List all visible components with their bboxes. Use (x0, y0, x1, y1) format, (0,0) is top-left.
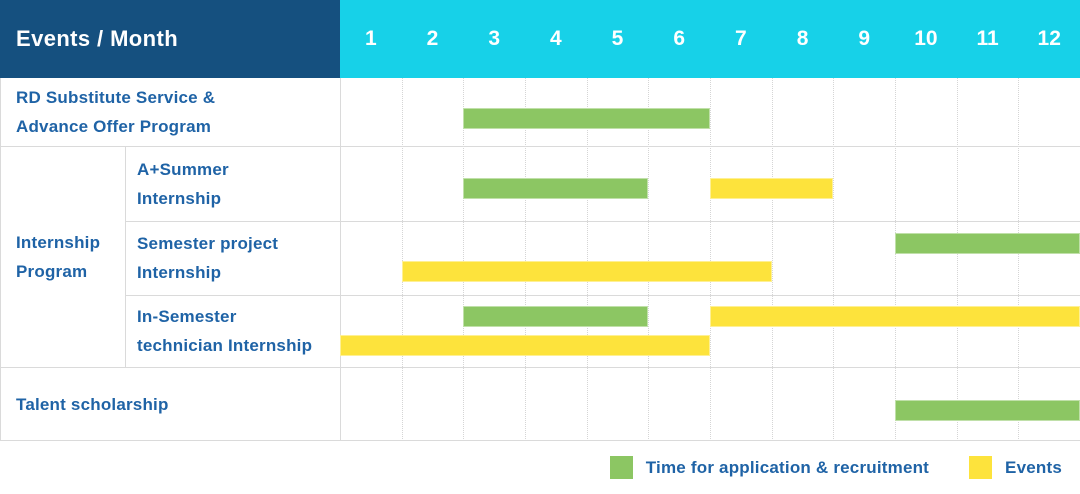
label-chart-divider (340, 78, 341, 441)
month-gridline (401, 78, 403, 441)
row-label: A+Summer Internship (137, 159, 229, 208)
row-label: In-Semester technician Internship (137, 307, 313, 355)
gantt-bar-yellow (401, 261, 772, 282)
legend-swatch-events-icon (969, 456, 993, 479)
month-gridline (1018, 78, 1020, 441)
month-header-10: 10 (914, 27, 938, 50)
month-header-7: 7 (735, 27, 747, 50)
month-gridline (710, 78, 711, 441)
month-gridline (771, 78, 773, 441)
subcolumn-divider (125, 146, 126, 367)
month-header-row: 1 2 3 4 5 6 7 8 9 10 11 12 (340, 0, 1080, 78)
month-gridline (833, 78, 835, 441)
gantt-bar-yellow (340, 335, 710, 356)
legend-swatch-application-icon (609, 456, 633, 479)
gantt-bar-green (895, 400, 1080, 421)
row-label: RD Substitute Service & Advance Offer Pr… (16, 88, 216, 136)
table-left-border (0, 78, 1, 441)
month-gridline (956, 78, 958, 441)
month-header-8: 8 (796, 27, 809, 50)
header-events-month-cell: Events / Month (0, 0, 340, 78)
row-label: Talent scholarship (16, 394, 169, 414)
legend-label-events: Events (1005, 457, 1062, 477)
month-gridline (648, 78, 650, 441)
month-gridline (586, 78, 588, 441)
header-title: Events / Month (16, 26, 179, 51)
month-gridline (525, 78, 526, 441)
month-header-5: 5 (611, 27, 624, 50)
row-border (0, 146, 1080, 147)
gantt-bar-green (463, 306, 649, 327)
legend: Time for application & recruitment Event… (0, 441, 1080, 494)
month-gridline (895, 78, 896, 441)
gantt-bar-green (895, 233, 1080, 254)
row-border (0, 367, 1080, 368)
month-header-1: 1 (364, 27, 377, 50)
row-label-internship-program: Internship Program (16, 232, 101, 281)
month-header-3: 3 (488, 27, 501, 50)
row-border (125, 295, 1080, 296)
row-label: Semester project Internship (137, 234, 279, 282)
legend-label-application: Time for application & recruitment (645, 457, 930, 477)
month-header-12: 12 (1037, 27, 1061, 50)
month-header-9: 9 (858, 27, 871, 50)
row-border (125, 221, 1080, 222)
gantt-bar-yellow (710, 178, 834, 199)
month-header-4: 4 (550, 27, 562, 50)
month-header-6: 6 (673, 27, 686, 50)
gantt-bar-yellow (710, 306, 1080, 327)
month-gridline (463, 78, 465, 441)
gantt-bar-green (463, 108, 710, 129)
gantt-bar-green (463, 178, 649, 199)
month-header-11: 11 (976, 27, 999, 50)
row-border (0, 440, 1080, 441)
month-header-2: 2 (426, 27, 439, 50)
